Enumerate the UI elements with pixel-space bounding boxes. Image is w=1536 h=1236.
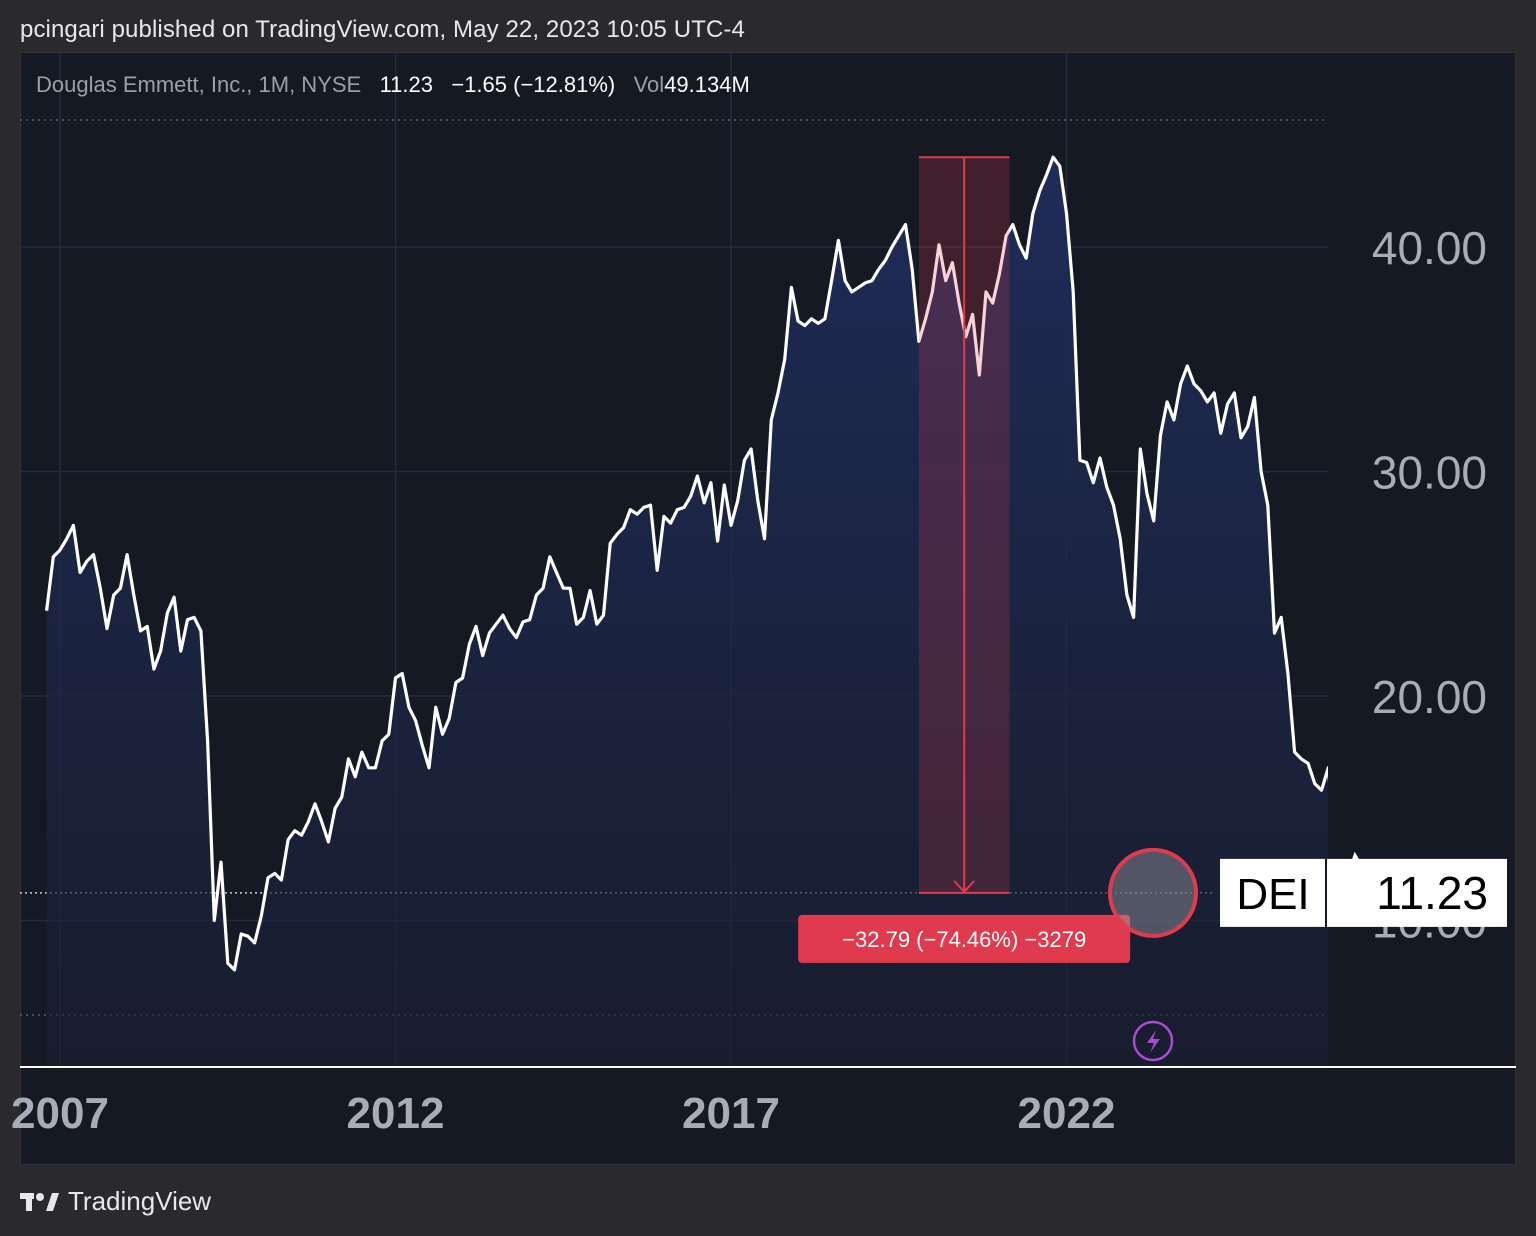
price-tag-box [1220,858,1507,927]
y-tick-label-1: 30.00 [1372,447,1487,499]
x-tick-label-1: 2012 [347,1089,445,1138]
tradingview-brand[interactable]: TradingView [20,1186,211,1217]
series-line [45,155,1328,972]
legend-last-price: 11.23 [379,72,433,97]
measure-arrow-head [953,880,975,894]
alert-lightning-icon[interactable] [1132,1020,1174,1062]
x-tick-label-2: 2017 [682,1089,780,1138]
measure-label: −32.79 (−74.46%) −3279 [842,927,1086,952]
legend-vol-label: Vol [633,72,665,97]
series-area [45,155,1328,1066]
price-tag-value: 11.23 [1376,867,1488,919]
x-tick-label-3: 2022 [1018,1089,1116,1138]
tradingview-logo-icon [20,1192,59,1211]
price-tag: DEI 11.23 [1220,858,1507,927]
y-tick-label-2: 20.00 [1372,671,1487,723]
legend-symbol-name: Douglas Emmett, Inc., 1M, NYSE [36,72,362,97]
measure-label-box [798,914,1131,963]
brand-name: TradingView [68,1186,212,1216]
price-tag-symbol: DEI [1236,870,1309,919]
legend-vol-value: 49.134M [664,72,750,97]
legend-change: −1.65 (−12.81%) [451,72,616,97]
x-tick-label-0: 2007 [11,1089,109,1138]
y-tick-label-0: 40.00 [1372,222,1487,274]
current-price-marker [1108,847,1198,938]
chart-legend: Douglas Emmett, Inc., 1M, NYSE 11.23 −1.… [36,72,750,98]
series-area-fill [46,157,1328,1066]
measure-tool[interactable]: −32.79 (−74.46%) −3279 [798,156,1370,1062]
published-line: pcingari published on TradingView.com, M… [20,16,745,43]
